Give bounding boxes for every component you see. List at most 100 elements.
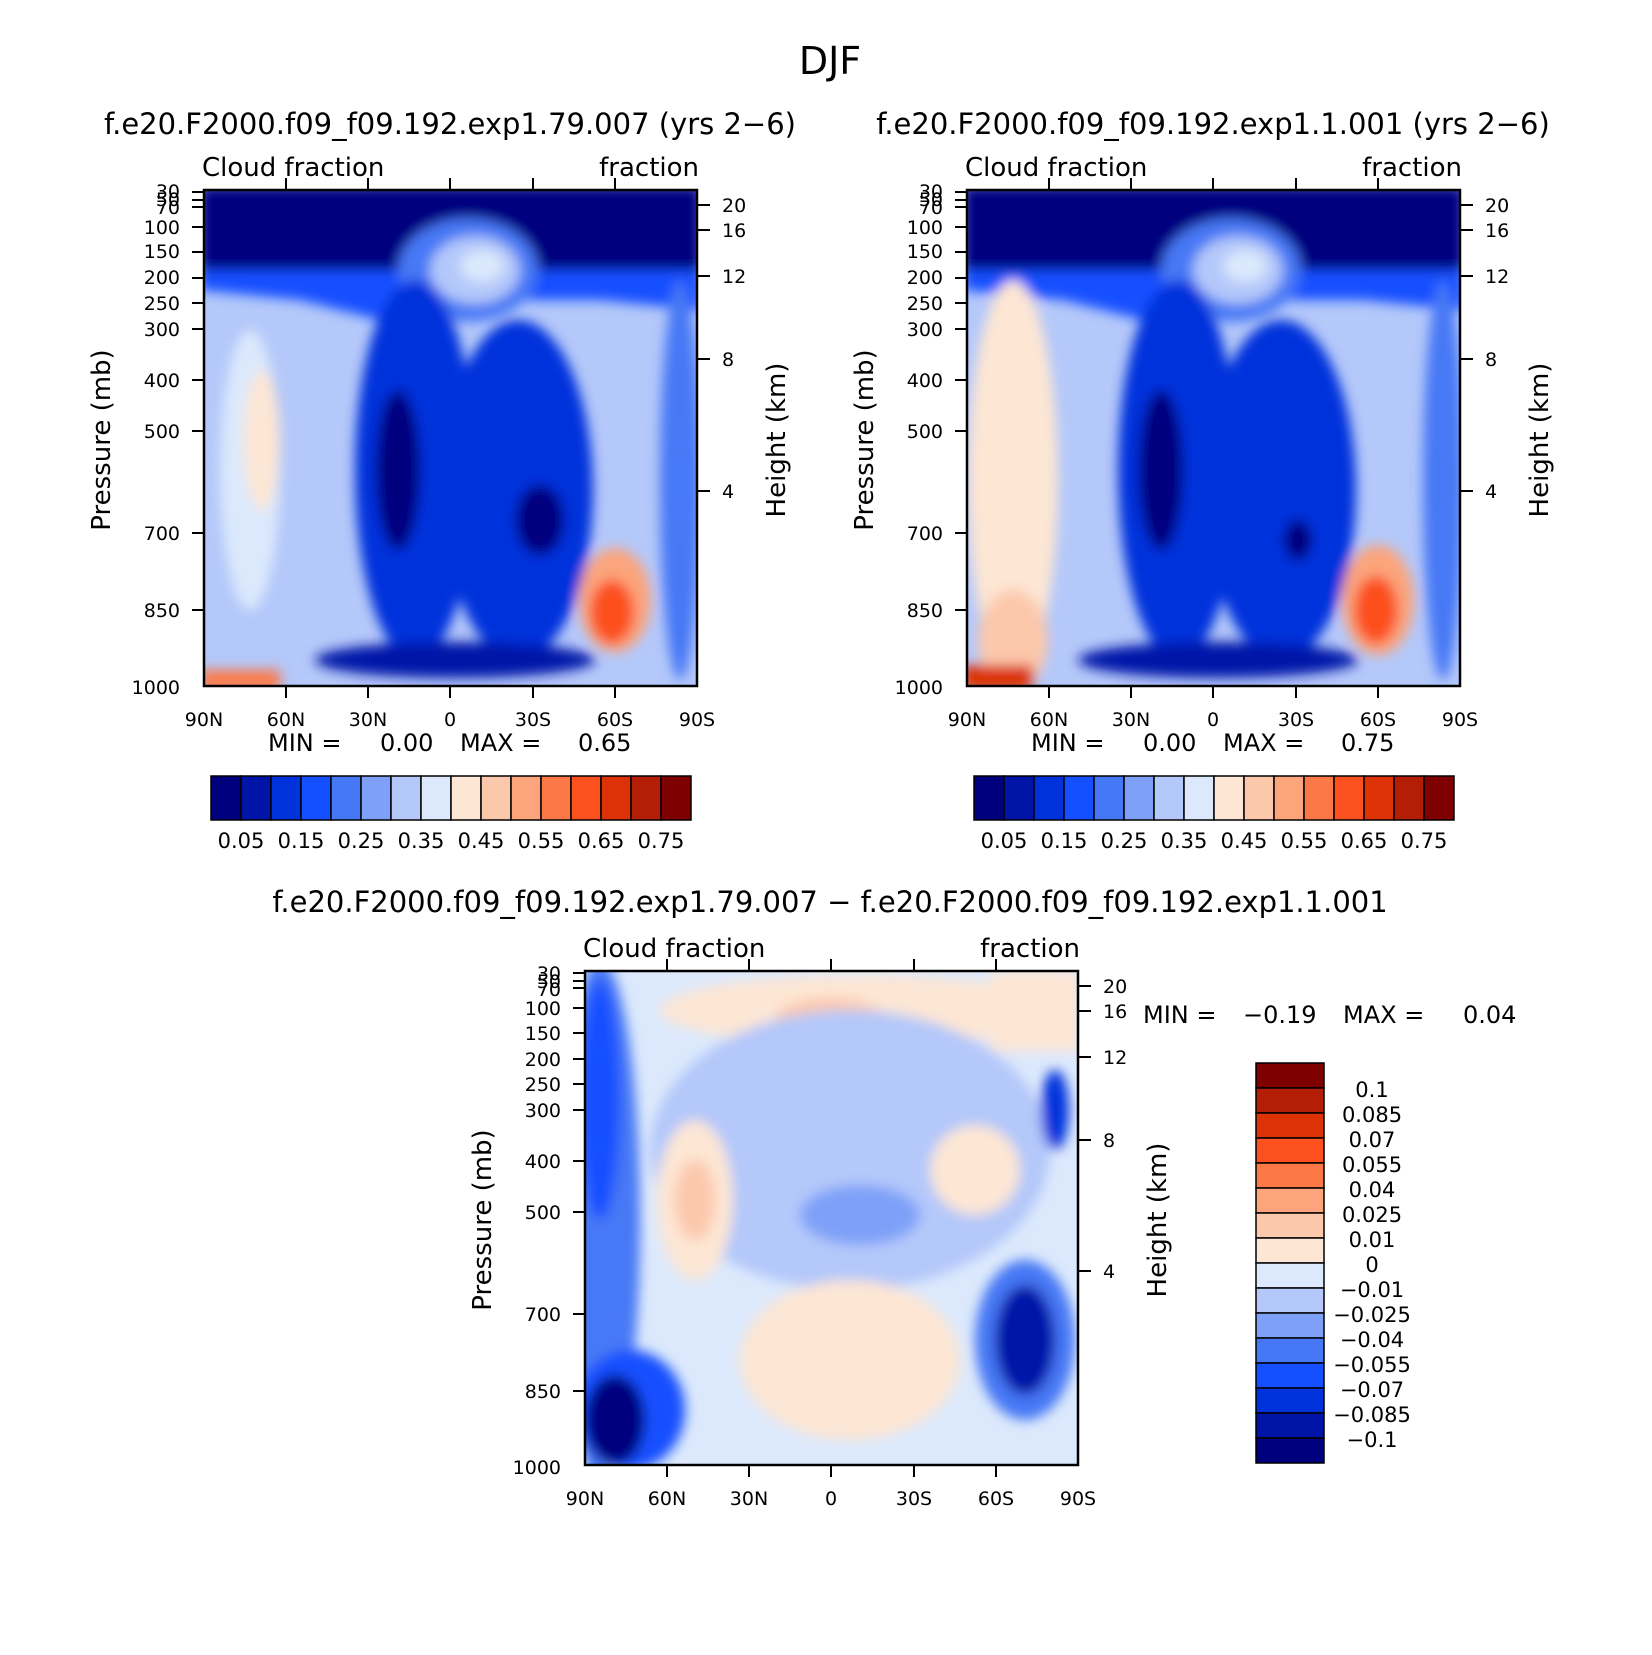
max-label: MAX = <box>1223 729 1304 757</box>
colorbar-swatch <box>660 775 692 821</box>
y-axis-label: Pressure (mb) <box>87 349 117 530</box>
field-region <box>978 590 1048 686</box>
colorbar-label: 0.1 <box>1355 1078 1388 1102</box>
colorbar-swatch <box>270 775 302 821</box>
max-label: MAX = <box>460 729 541 757</box>
field-region <box>660 280 697 680</box>
field-region <box>995 1285 1055 1395</box>
colorbar-swatch <box>210 775 242 821</box>
field-region <box>1354 576 1398 644</box>
field-region <box>315 642 595 678</box>
x-tick: 30N <box>730 1488 768 1510</box>
colorbar-label: 0.15 <box>278 829 325 853</box>
y-tick-right: 16 <box>1103 1001 1127 1023</box>
min-value: 0.00 <box>1143 729 1196 757</box>
y-tick-right: 8 <box>1103 1130 1115 1152</box>
x-tick: 30S <box>515 709 551 731</box>
panel-3-title: f.e20.F2000.f09_f09.192.exp1.79.007 − f.… <box>272 885 1387 919</box>
colorbar-swatch <box>1033 775 1065 821</box>
field-region <box>740 1280 960 1440</box>
max-label: MAX = <box>1343 1001 1424 1029</box>
colorbar-label: 0.45 <box>1221 829 1268 853</box>
y-tick-right: 12 <box>1103 1047 1127 1069</box>
colorbar-label: 0.055 <box>1342 1153 1402 1177</box>
colorbar-label: 0.35 <box>398 829 445 853</box>
colorbar-swatch <box>1255 1412 1325 1439</box>
field-region <box>443 320 593 660</box>
y-tick: 250 <box>907 293 943 315</box>
panel-1-axes: 30 50 70 100 150 200 250 300 400 500 700… <box>87 178 792 731</box>
min-label: MIN = <box>1031 729 1104 757</box>
y-tick-right: 4 <box>1103 1261 1115 1283</box>
colorbar-swatch <box>1255 1387 1325 1414</box>
colorbar-swatch <box>1393 775 1425 821</box>
x-tick: 30S <box>896 1488 932 1510</box>
colorbar-swatch <box>1123 775 1155 821</box>
colorbar-swatch <box>390 775 422 821</box>
colorbar-swatch <box>1255 1162 1325 1189</box>
y-tick-right: 8 <box>722 349 734 371</box>
x-tick: 0 <box>1207 709 1219 731</box>
colorbar-swatch <box>973 775 1005 821</box>
colorbar-swatch <box>1255 1312 1325 1339</box>
x-tick: 60S <box>597 709 633 731</box>
colorbar-label: −0.04 <box>1340 1328 1404 1352</box>
field-region <box>204 670 280 686</box>
y-tick-right: 4 <box>722 481 734 503</box>
min-label: MIN = <box>268 729 341 757</box>
y-tick: 300 <box>144 319 180 341</box>
field-region <box>585 1375 645 1465</box>
y-tick: 70 <box>156 197 180 219</box>
colorbar-label: 0.65 <box>1341 829 1388 853</box>
colorbar-label: 0.45 <box>458 829 505 853</box>
y-tick: 250 <box>144 293 180 315</box>
x-tick: 30S <box>1278 709 1314 731</box>
y-tick-right: 12 <box>1485 266 1509 288</box>
colorbar-label: 0.15 <box>1041 829 1088 853</box>
colorbar-swatch <box>630 775 662 821</box>
colorbar-label: −0.07 <box>1340 1378 1404 1402</box>
y-tick: 400 <box>907 370 943 392</box>
colorbar-label: −0.055 <box>1333 1353 1411 1377</box>
panel-2-field <box>967 190 1460 686</box>
field-region <box>968 280 1058 680</box>
y-tick: 50 <box>919 189 943 211</box>
field-region <box>376 390 420 550</box>
x-tick: 90S <box>679 709 715 731</box>
colorbar-swatch <box>1255 1262 1325 1289</box>
x-tick: 60N <box>1030 709 1068 731</box>
field-region <box>1078 642 1358 678</box>
y-axis-label: Pressure (mb) <box>850 349 880 530</box>
y-tick: 150 <box>144 241 180 263</box>
y-tick: 850 <box>144 600 180 622</box>
colorbar-label: 0.01 <box>1349 1228 1396 1252</box>
colorbar-swatch <box>600 775 632 821</box>
y-tick: 150 <box>525 1023 561 1045</box>
y-tick: 500 <box>144 421 180 443</box>
colorbar-label: 0.05 <box>218 829 265 853</box>
y-tick: 70 <box>919 197 943 219</box>
y-tick: 700 <box>144 523 180 545</box>
y-tick: 1000 <box>895 677 943 699</box>
y-axis-label-right: Height (km) <box>762 363 792 518</box>
y-tick-right: 16 <box>722 220 746 242</box>
y-tick: 500 <box>907 421 943 443</box>
colorbar-swatch <box>360 775 392 821</box>
colorbar-label: 0.75 <box>638 829 685 853</box>
x-tick: 60N <box>267 709 305 731</box>
colorbar-swatch <box>240 775 272 821</box>
colorbar-label: 0.07 <box>1349 1128 1396 1152</box>
x-tick: 60S <box>1360 709 1396 731</box>
max-value: 0.75 <box>1341 729 1394 757</box>
panel-3-left-label: Cloud fraction <box>583 934 765 964</box>
y-axis-label-right: Height (km) <box>1525 363 1555 518</box>
field-region <box>1206 320 1356 660</box>
colorbar-swatch <box>450 775 482 821</box>
field-region <box>516 485 564 555</box>
y-tick: 850 <box>907 600 943 622</box>
field-region <box>650 1010 1050 1290</box>
y-tick: 700 <box>525 1304 561 1326</box>
colorbar-swatch <box>420 775 452 821</box>
panel-2-axes: 30 50 70 100 150 200 250 300 400 500 700… <box>850 178 1555 731</box>
